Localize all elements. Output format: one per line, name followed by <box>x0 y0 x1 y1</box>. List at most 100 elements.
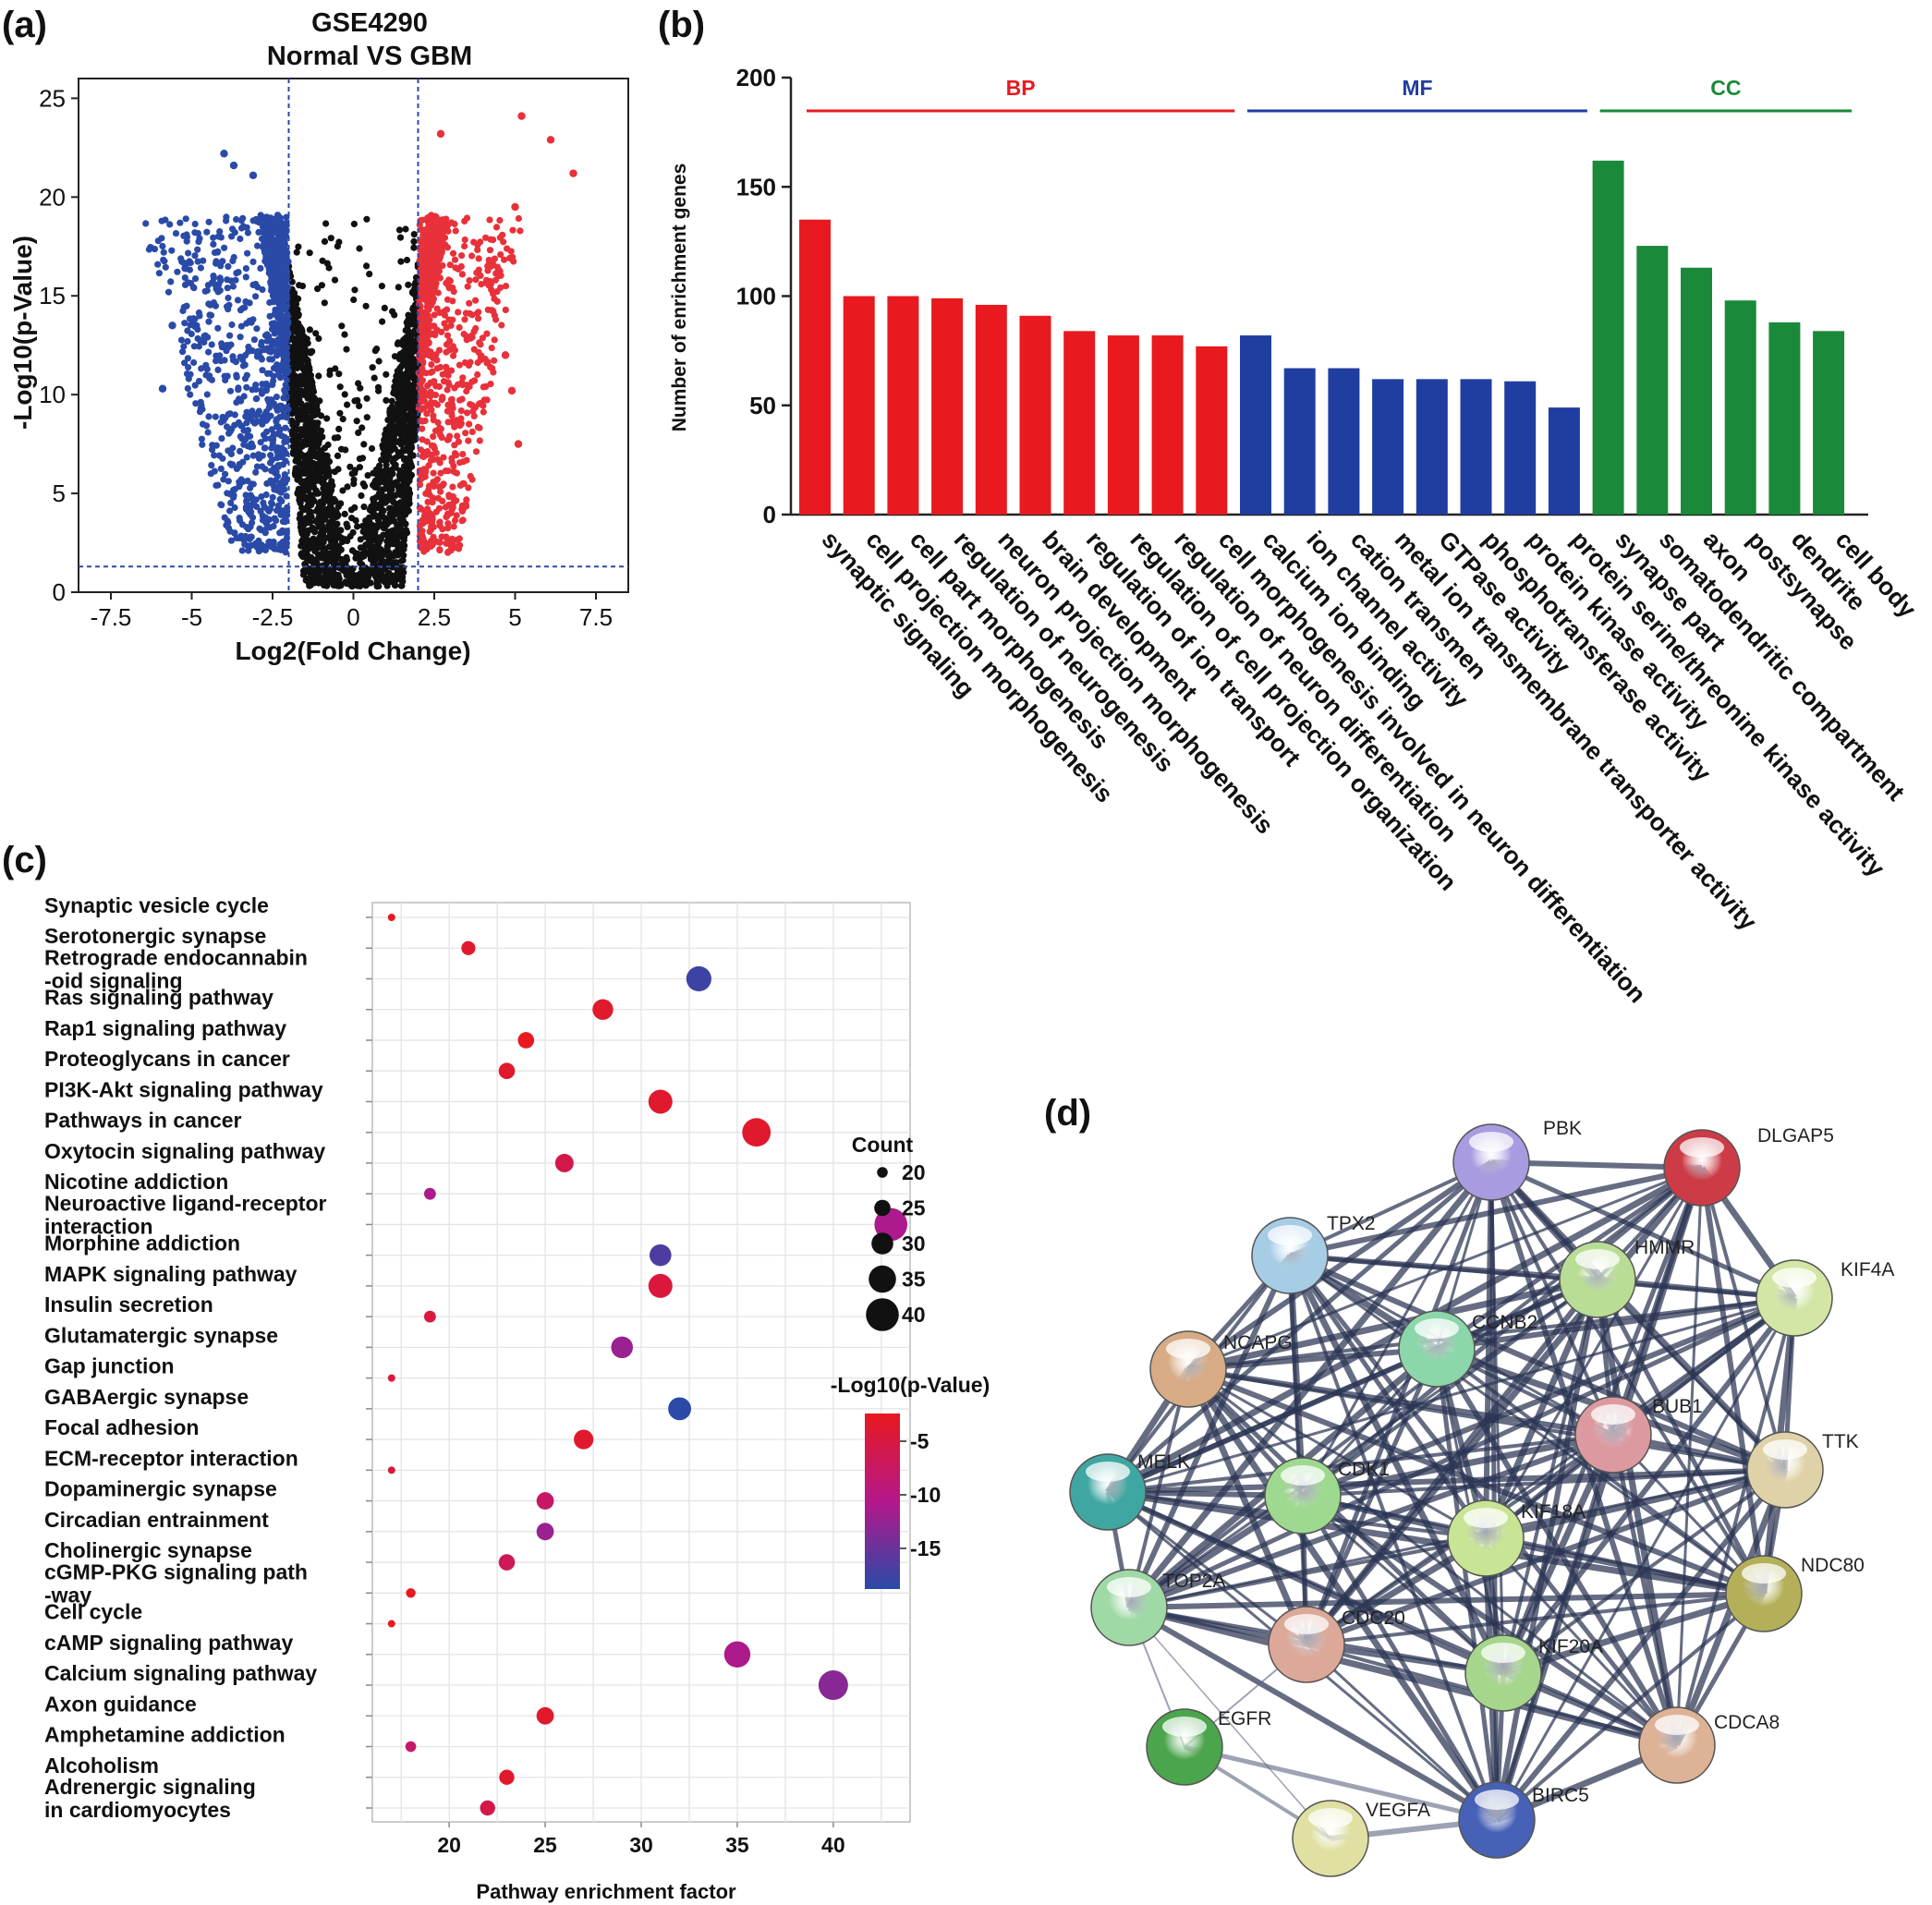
volcano-point <box>416 300 423 308</box>
volcano-point <box>405 311 412 319</box>
volcano-point <box>378 576 385 584</box>
volcano-point <box>378 456 385 464</box>
volcano-point <box>267 412 274 419</box>
volcano-point <box>181 281 189 288</box>
volcano-point <box>312 558 320 565</box>
volcano-point <box>238 356 247 363</box>
volcano-point <box>428 451 435 458</box>
volcano-point <box>298 416 306 423</box>
volcano-point <box>405 281 412 288</box>
volcano-point <box>464 409 471 417</box>
volcano-point <box>439 394 446 401</box>
volcano-point <box>195 378 203 385</box>
volcano-point <box>253 325 261 333</box>
volcano-point <box>482 382 490 390</box>
volcano-point <box>281 305 288 312</box>
volcano-point <box>375 552 383 560</box>
volcano-point <box>493 263 502 271</box>
volcano-point <box>305 384 312 393</box>
volcano-point <box>332 497 339 505</box>
volcano-point <box>182 215 189 223</box>
volcano-point <box>290 322 298 330</box>
volcano-point <box>397 363 405 370</box>
volcano-point <box>444 244 451 251</box>
pathway-label: Cholinergic synapse <box>44 1538 252 1562</box>
volcano-point <box>278 497 286 505</box>
volcano-point <box>370 545 377 552</box>
volcano-point <box>407 333 415 340</box>
network-node-label: TPX2 <box>1327 1213 1376 1234</box>
volcano-point <box>161 258 168 265</box>
volcano-point <box>293 455 300 462</box>
volcano-point <box>514 440 523 448</box>
volcano-point <box>181 320 188 327</box>
volcano-point <box>203 366 211 373</box>
volcano-point <box>263 479 271 488</box>
volcano-point <box>159 242 166 250</box>
volcano-point <box>374 535 382 542</box>
volcano-point <box>300 379 308 386</box>
volcano-point <box>459 451 467 458</box>
bar-y-axis-label: Number of enrichment genes <box>669 164 690 432</box>
volcano-point <box>181 264 189 273</box>
volcano-point <box>455 438 462 445</box>
volcano-point <box>444 296 452 303</box>
volcano-point <box>245 347 252 355</box>
volcano-point <box>322 525 331 533</box>
volcano-point <box>334 553 341 561</box>
volcano-point <box>350 476 358 483</box>
volcano-point <box>335 425 343 432</box>
volcano-point <box>468 476 476 483</box>
volcano-point <box>206 372 213 380</box>
volcano-point <box>237 516 244 525</box>
volcano-point <box>210 299 217 307</box>
volcano-point <box>213 249 221 256</box>
volcano-point <box>446 432 454 440</box>
volcano-point <box>371 483 379 491</box>
pathway-bubble <box>723 1641 751 1668</box>
pathway-label: Axon guidance <box>44 1692 197 1716</box>
volcano-point <box>298 338 305 346</box>
volcano-point <box>342 568 350 576</box>
volcano-point <box>437 469 444 477</box>
volcano-point <box>402 225 409 233</box>
volcano-point <box>180 303 188 311</box>
volcano-point <box>293 377 300 384</box>
volcano-point <box>272 326 279 334</box>
volcano-point <box>339 538 346 546</box>
volcano-point <box>422 293 430 300</box>
volcano-x-ticks: -7.5 -5 -2.5 0 2.5 5 7.5 <box>91 592 613 631</box>
volcano-point <box>252 293 260 300</box>
volcano-point <box>431 378 438 385</box>
volcano-point <box>431 445 438 453</box>
volcano-point <box>463 382 470 389</box>
volcano-point <box>476 400 483 407</box>
volcano-point <box>343 346 350 353</box>
y-tick-label: 0 <box>763 501 776 528</box>
volcano-point <box>225 410 232 419</box>
volcano-point <box>326 543 334 551</box>
pathway-bubble <box>649 1244 672 1267</box>
pathway-label: Ras signaling pathway <box>44 986 273 1010</box>
volcano-point <box>370 513 377 520</box>
volcano-point <box>189 284 197 291</box>
volcano-point <box>302 519 310 527</box>
volcano-point <box>237 422 245 430</box>
volcano-point <box>263 428 271 435</box>
x-tick-label: 25 <box>533 1833 557 1857</box>
pathway-bubble <box>387 1466 395 1474</box>
volcano-point <box>274 462 282 469</box>
volcano-point <box>282 518 289 526</box>
volcano-point <box>404 340 411 347</box>
pathway-bubble <box>423 1187 436 1200</box>
volcano-point <box>400 537 407 544</box>
volcano-point <box>148 244 155 251</box>
volcano-point <box>488 345 495 352</box>
volcano-point <box>411 377 419 384</box>
volcano-point <box>269 381 276 388</box>
pathway-bubble <box>405 1741 417 1753</box>
volcano-point <box>255 219 262 226</box>
volcano-point <box>273 254 282 261</box>
volcano-point <box>410 231 418 238</box>
node-highlight <box>1166 1339 1210 1359</box>
